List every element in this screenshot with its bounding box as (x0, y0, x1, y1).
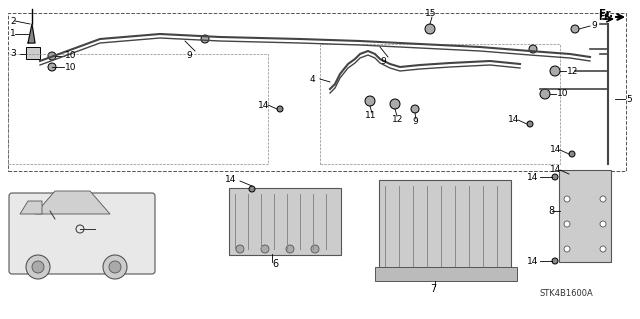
Circle shape (390, 99, 400, 109)
Circle shape (550, 66, 560, 76)
Circle shape (26, 255, 50, 279)
Text: 14: 14 (527, 256, 538, 265)
Polygon shape (28, 24, 35, 43)
Circle shape (600, 221, 606, 227)
Circle shape (600, 246, 606, 252)
Circle shape (32, 261, 44, 273)
Circle shape (600, 196, 606, 202)
Text: STK4B1600A: STK4B1600A (540, 290, 594, 299)
Text: 14: 14 (527, 173, 538, 182)
FancyBboxPatch shape (229, 188, 341, 255)
Text: 9: 9 (186, 50, 192, 60)
Text: 9: 9 (412, 117, 418, 127)
Circle shape (103, 255, 127, 279)
Circle shape (365, 96, 375, 106)
Text: 2: 2 (10, 17, 15, 26)
Text: 14: 14 (258, 100, 269, 109)
Text: 14: 14 (508, 115, 520, 124)
Text: 4: 4 (310, 75, 316, 84)
Circle shape (201, 35, 209, 43)
Text: 1: 1 (10, 29, 16, 39)
Circle shape (311, 245, 319, 253)
Circle shape (569, 171, 575, 177)
Text: 3: 3 (10, 49, 16, 58)
Circle shape (564, 221, 570, 227)
Text: 10: 10 (65, 51, 77, 61)
Circle shape (527, 121, 533, 127)
FancyBboxPatch shape (379, 180, 511, 272)
Circle shape (529, 45, 537, 53)
Text: 9: 9 (591, 21, 596, 31)
Circle shape (236, 245, 244, 253)
Circle shape (277, 106, 283, 112)
FancyBboxPatch shape (559, 170, 611, 262)
Text: 11: 11 (365, 112, 376, 121)
Circle shape (411, 105, 419, 113)
Circle shape (569, 151, 575, 157)
Circle shape (48, 52, 56, 60)
Circle shape (564, 246, 570, 252)
Circle shape (564, 196, 570, 202)
Text: 14: 14 (550, 166, 561, 174)
Circle shape (109, 261, 121, 273)
Text: 14: 14 (550, 145, 561, 154)
Text: 7: 7 (430, 284, 436, 294)
Text: 10: 10 (65, 63, 77, 71)
Text: Fr.: Fr. (598, 12, 611, 22)
Circle shape (540, 89, 550, 99)
Text: 10: 10 (557, 90, 568, 99)
FancyBboxPatch shape (9, 193, 155, 274)
Circle shape (286, 245, 294, 253)
Circle shape (425, 24, 435, 34)
Circle shape (552, 174, 558, 180)
Text: 15: 15 (425, 10, 436, 19)
Text: 9: 9 (380, 56, 386, 65)
FancyBboxPatch shape (375, 267, 517, 281)
Text: 12: 12 (392, 115, 403, 123)
Text: 6: 6 (272, 259, 278, 269)
Circle shape (261, 245, 269, 253)
Circle shape (48, 63, 56, 71)
Polygon shape (20, 201, 42, 214)
Circle shape (571, 25, 579, 33)
Circle shape (552, 258, 558, 264)
Bar (26, 47, 40, 59)
Text: 8: 8 (548, 206, 554, 216)
Circle shape (249, 186, 255, 192)
Text: 12: 12 (567, 66, 579, 76)
Text: Fr.: Fr. (599, 9, 613, 19)
Text: 14: 14 (225, 174, 236, 183)
Polygon shape (35, 191, 110, 214)
Text: 5: 5 (626, 94, 632, 103)
